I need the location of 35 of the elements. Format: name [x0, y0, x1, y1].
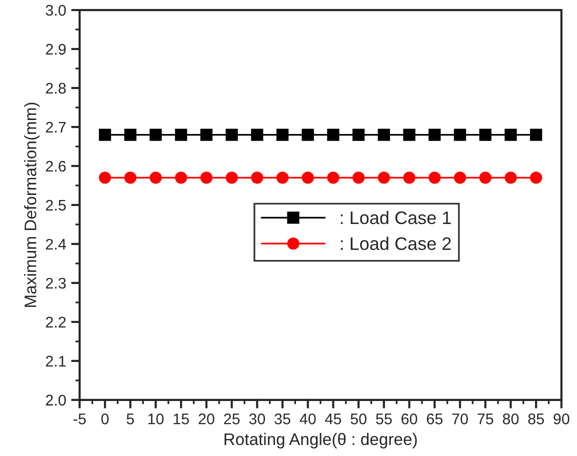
- x-tick-label: 40: [300, 414, 316, 424]
- legend-label: : Load Case 1: [340, 210, 451, 224]
- x-tick-label: 35: [274, 414, 290, 424]
- x-tick-label: 0: [101, 414, 109, 424]
- x-tick-label: 45: [325, 414, 342, 424]
- x-tick-label: 85: [528, 414, 544, 424]
- x-tick-label: 20: [198, 414, 214, 424]
- x-tick-label: 25: [224, 414, 240, 424]
- y-tick-label: 2.2: [46, 316, 66, 328]
- x-tick-label: 30: [249, 414, 266, 424]
- y-axis-title: Maximum Deformation(mm): [24, 102, 40, 307]
- x-tick-label: 75: [478, 414, 494, 424]
- x-axis-title: Rotating Angle(θ : degree): [224, 432, 417, 448]
- y-tick-label: 2.4: [46, 238, 66, 250]
- y-tick-label: 2.7: [46, 122, 66, 133]
- y-tick-label: 2.3: [46, 278, 66, 289]
- x-tick-label: 15: [174, 414, 189, 424]
- x-tick-label: 5: [126, 414, 134, 424]
- y-tick-label: 2.0: [46, 394, 66, 406]
- y-tick-label: 2.6: [46, 160, 66, 172]
- x-tick-label: 10: [148, 414, 164, 424]
- y-tick-label: 3.0: [46, 4, 66, 16]
- x-tick-label: 70: [452, 414, 468, 424]
- legend-label: : Load Case 2: [340, 236, 451, 250]
- x-tick-label: 55: [376, 414, 392, 424]
- y-tick-label: 2.8: [46, 82, 66, 94]
- y-tick-label: 2.9: [46, 44, 66, 55]
- x-tick-label: -5: [74, 414, 86, 424]
- y-tick-label: 2.1: [46, 356, 66, 366]
- x-tick-label: 65: [426, 414, 442, 424]
- x-tick-label: 80: [502, 414, 519, 424]
- y-tick-label: 2.5: [46, 200, 66, 211]
- x-tick-label: 90: [554, 414, 570, 424]
- x-tick-label: 60: [402, 414, 418, 424]
- x-tick-label: 50: [350, 414, 366, 424]
